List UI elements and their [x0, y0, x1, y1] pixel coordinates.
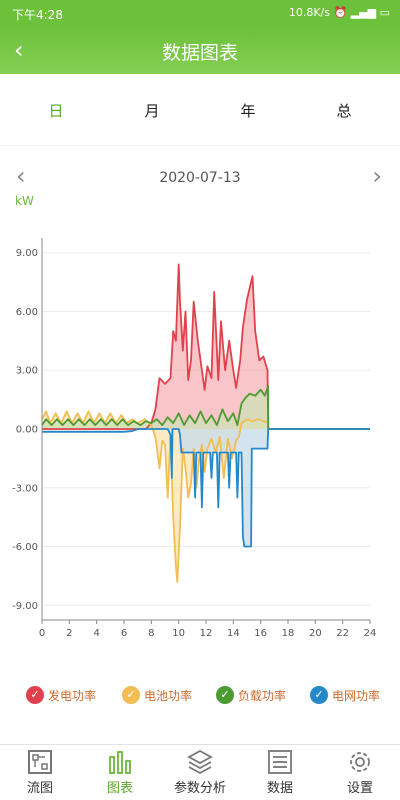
x-tick-label: 16: [254, 628, 267, 639]
tab-year[interactable]: 年: [240, 102, 256, 120]
signal-icon: ▂▄▆: [350, 6, 377, 19]
check-icon: ✓: [122, 686, 140, 704]
x-tick-label: 8: [148, 628, 154, 639]
x-tick-label: 24: [364, 628, 377, 639]
previous-date-icon[interactable]: ‹: [16, 162, 26, 190]
gear-icon: [350, 752, 370, 772]
flow-diagram-icon: [28, 750, 52, 774]
alarm-icon: ⏰: [333, 6, 348, 19]
series-area-0: [42, 264, 370, 429]
y-tick-label: 3.00: [16, 366, 38, 377]
bottom-navigation: 流图 图表 参数分析 数据 设置: [0, 744, 400, 800]
x-tick-label: 0: [39, 628, 45, 639]
date-selector: ‹ 2020-07-13 ›: [0, 160, 400, 194]
x-tick-label: 2: [66, 628, 72, 639]
status-network: 10.8K/s ⏰ ▂▄▆ ▭: [289, 6, 390, 19]
legend-label: 发电功率: [48, 689, 97, 703]
y-tick-label: 0.00: [16, 425, 38, 436]
nav-parameter-analysis[interactable]: 参数分析: [168, 749, 232, 799]
tab-total[interactable]: 总: [336, 102, 352, 120]
series-line-1: [41, 410, 370, 583]
layers-icon: [187, 749, 213, 775]
y-tick-label: 6.00: [16, 307, 38, 318]
x-tick-label: 14: [227, 628, 240, 639]
back-icon[interactable]: ‹: [14, 36, 24, 64]
current-date: 2020-07-13: [159, 170, 241, 186]
power-chart: 9.006.003.000.00-3.00-6.00-9.000 2 4 6 8 10 12…: [12, 238, 377, 639]
legend-label: 电池功率: [144, 689, 193, 703]
x-tick-label: 22: [336, 628, 349, 639]
check-icon: ✓: [310, 686, 328, 704]
nav-settings[interactable]: 设置: [340, 749, 380, 799]
network-speed: 10.8K/s: [288, 6, 330, 19]
tab-month[interactable]: 月: [144, 102, 160, 120]
check-icon: ✓: [26, 686, 44, 704]
status-time: 下午4:28: [12, 8, 63, 22]
status-bar: 下午4:28 10.8K/s ⏰ ▂▄▆ ▭: [0, 0, 400, 28]
tab-day[interactable]: 日: [48, 102, 64, 120]
x-tick-label: 18: [282, 628, 295, 639]
series-line-2: [41, 384, 370, 430]
app-header: ‹ 数据图表: [0, 28, 400, 74]
legend-label: 负载功率: [238, 689, 287, 703]
period-tabs: 日 月 年 总: [0, 74, 400, 146]
chart-legend: ✓ 发电功率 ✓ 电池功率 ✓ 负载功率 ✓ 电网功率: [0, 684, 400, 708]
x-tick-label: 6: [121, 628, 127, 639]
nav-label: 设置: [346, 781, 373, 796]
x-tick-label: 12: [200, 628, 213, 639]
battery-icon: ▭: [379, 6, 390, 19]
page-title: 数据图表: [161, 42, 238, 64]
x-tick-label: 4: [93, 628, 99, 639]
nav-label: 图表: [106, 781, 133, 796]
nav-flow[interactable]: 流图: [20, 749, 60, 799]
list-icon: [268, 750, 292, 774]
nav-label: 流图: [26, 781, 53, 796]
series-line-0: [42, 263, 370, 430]
y-tick-label: -9.00: [12, 601, 38, 612]
nav-data[interactable]: 数据: [260, 749, 300, 799]
nav-chart[interactable]: 图表: [100, 749, 140, 799]
bar-chart-icon: [109, 751, 131, 774]
check-icon: ✓: [216, 686, 234, 704]
y-axis-unit: kW: [15, 194, 34, 208]
x-tick-label: 10: [172, 628, 185, 639]
next-date-icon[interactable]: ›: [372, 162, 382, 190]
x-tick-label: 20: [309, 628, 322, 639]
y-tick-label: -6.00: [12, 542, 38, 553]
nav-label: 参数分析: [173, 781, 226, 796]
legend-label: 电网功率: [332, 689, 381, 703]
series-line-3: [42, 428, 370, 548]
y-tick-label: 9.00: [16, 248, 38, 259]
y-tick-label: -3.00: [12, 483, 38, 494]
nav-label: 数据: [266, 781, 293, 796]
